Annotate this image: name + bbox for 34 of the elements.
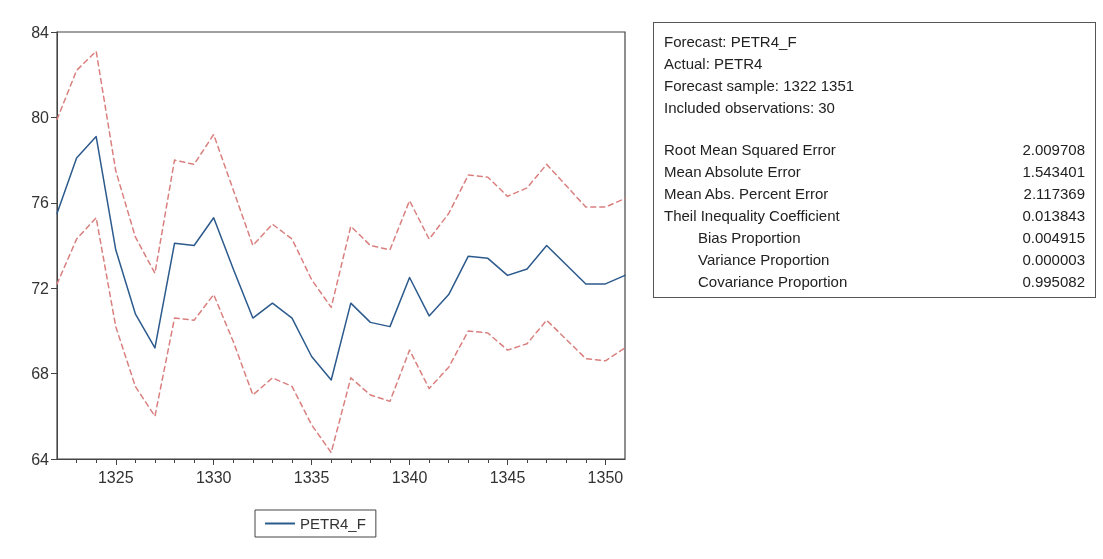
category-label: Variance Proportion [697, 250, 831, 270]
x-tick-label: 1335 [293, 468, 330, 486]
legend-label: PETR4_F [300, 515, 366, 532]
text: Actual: PETR4 [664, 54, 764, 74]
x-tick-label: 1340 [391, 468, 428, 486]
category-label: Mean Absolute Error [664, 162, 802, 182]
text: 2.117369 [1023, 185, 1085, 202]
y-tick-label: 76 [31, 194, 50, 212]
text: 0.004915 [1022, 229, 1085, 246]
category-label: Covariance Proportion [697, 272, 849, 292]
line-series [56, 135, 626, 381]
x-tick-label: 1330 [195, 468, 232, 486]
text: Forecast sample: 1322 1351 [664, 76, 856, 96]
x-tick-label: 1350 [587, 468, 624, 486]
category-label: Theil Inequality Coefficient [664, 206, 841, 226]
text: 2.009708 [1022, 141, 1085, 158]
y-tick-label: 68 [31, 365, 50, 383]
line-series [56, 50, 626, 309]
text: Included observations: 30 [664, 98, 836, 118]
text: 1.543401 [1022, 163, 1085, 180]
x-tick-label: 1325 [97, 468, 134, 486]
x-tick-label: 1345 [489, 468, 526, 486]
text: 0.013843 [1022, 207, 1085, 224]
y-tick-label: 80 [31, 108, 50, 126]
y-tick-label: 64 [31, 450, 50, 468]
text: 0.000003 [1022, 251, 1085, 268]
category-label: Bias Proportion [697, 228, 802, 248]
text: Forecast: PETR4_F [664, 32, 798, 52]
text: 0.995082 [1022, 273, 1085, 290]
category-label: Mean Abs. Percent Error [664, 184, 830, 204]
line-series [56, 217, 626, 454]
category-label: Root Mean Squared Error [664, 140, 837, 160]
y-tick-label: 72 [31, 279, 50, 297]
y-tick-label: 84 [31, 23, 50, 41]
